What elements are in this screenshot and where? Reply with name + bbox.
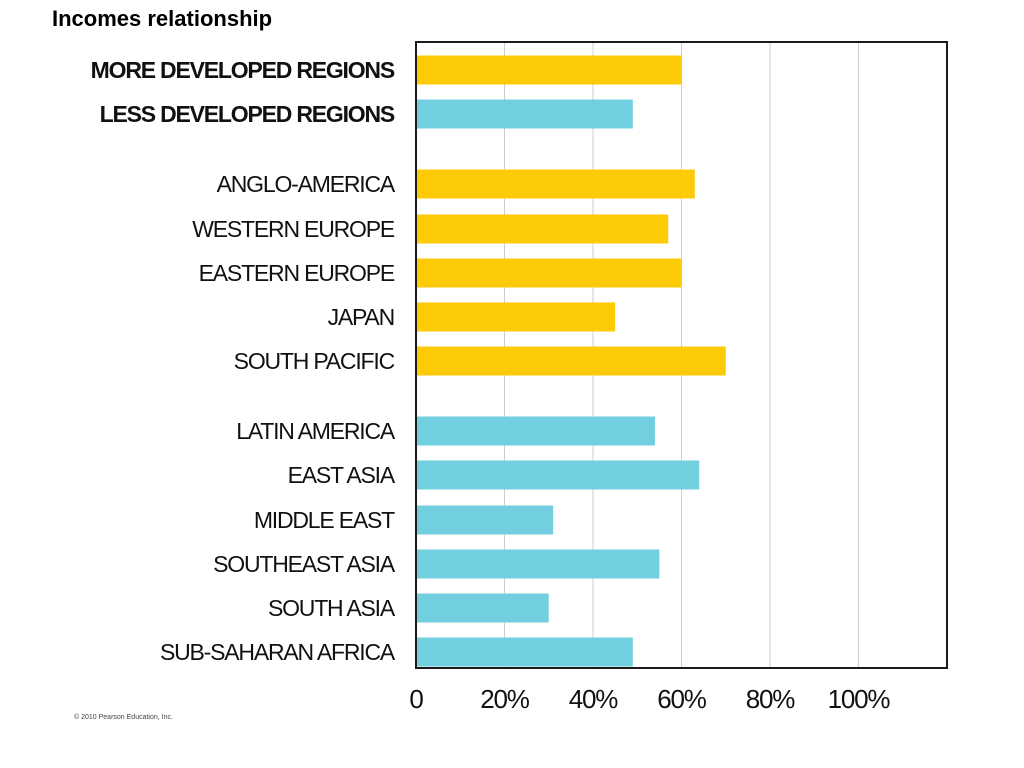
bar <box>416 55 682 85</box>
category-label: LATIN AMERICA <box>236 418 396 444</box>
bar <box>416 346 726 376</box>
x-tick-label: 40% <box>569 684 619 714</box>
category-label: JAPAN <box>328 304 394 330</box>
bar <box>416 99 633 129</box>
x-tick-label: 80% <box>746 684 796 714</box>
category-label: SOUTH ASIA <box>268 595 396 621</box>
bar <box>416 169 695 199</box>
copyright-notice: © 2010 Pearson Education, Inc. <box>74 714 173 721</box>
x-tick-label: 100% <box>828 684 891 714</box>
x-tick-label: 60% <box>657 684 707 714</box>
category-label: EAST ASIA <box>288 462 396 488</box>
category-label: SOUTH PACIFIC <box>234 348 395 374</box>
bar <box>416 416 655 446</box>
bar <box>416 460 700 490</box>
x-tick-label: 20% <box>480 684 530 714</box>
category-label: LESS DEVELOPED REGIONS <box>100 101 395 127</box>
plot-frame <box>415 41 948 669</box>
category-label: EASTERN EUROPE <box>199 260 395 286</box>
category-label: MORE DEVELOPED REGIONS <box>91 57 395 83</box>
x-tick-label: 0 <box>409 684 423 714</box>
category-label: SUB-SAHARAN AFRICA <box>160 639 396 665</box>
bar <box>416 214 669 244</box>
bar <box>416 637 633 667</box>
category-label: MIDDLE EAST <box>254 507 395 533</box>
category-label: ANGLO-AMERICA <box>217 171 396 197</box>
bar <box>416 258 682 288</box>
bar <box>416 505 554 535</box>
bar <box>416 593 549 623</box>
bars <box>416 55 726 667</box>
category-labels: MORE DEVELOPED REGIONS LESS DEVELOPED REG… <box>91 57 397 665</box>
category-label: SOUTHEAST ASIA <box>213 551 396 577</box>
bar <box>416 549 660 579</box>
page-title: Incomes relationship <box>52 6 273 31</box>
bar <box>416 302 616 332</box>
category-label: WESTERN EUROPE <box>192 216 395 242</box>
x-tick-labels: 0 20% 40% 60% 80% 100% <box>409 684 891 714</box>
